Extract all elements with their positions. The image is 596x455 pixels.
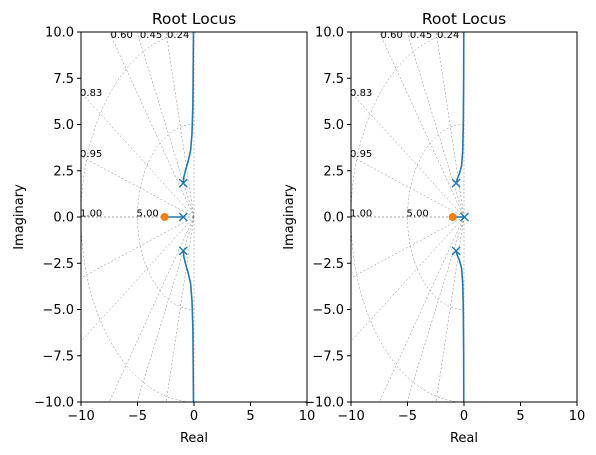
damping-line bbox=[165, 216, 195, 402]
y-tick-label: 7.5 bbox=[53, 72, 74, 87]
damping-label: 1.00 bbox=[350, 208, 372, 219]
locus-branch-1 bbox=[182, 32, 195, 184]
damping-label: 0.24 bbox=[167, 30, 189, 41]
y-axis-label: Imaginary bbox=[282, 184, 297, 250]
wn-label: 5.00 bbox=[407, 208, 429, 219]
y-tick-label: −7.5 bbox=[42, 349, 74, 364]
damping-label: 0.45 bbox=[410, 30, 432, 41]
damping-line bbox=[351, 216, 465, 342]
x-tick-label: 5 bbox=[516, 409, 524, 424]
x-tick-label: 5 bbox=[246, 409, 254, 424]
damping-line bbox=[435, 216, 465, 402]
y-tick-label: −5.0 bbox=[42, 303, 74, 318]
plot-area: 0.24 0.45 0.60 0.83 0.95 1.00 5.00 bbox=[350, 30, 470, 402]
damping-line bbox=[435, 32, 465, 218]
chart-title: Root Locus bbox=[152, 10, 236, 28]
locus-branch-1 bbox=[455, 32, 465, 184]
y-tick-label: −10.0 bbox=[34, 396, 74, 411]
x-tick-label: 0 bbox=[190, 409, 198, 424]
damping-label: 0.60 bbox=[111, 30, 133, 41]
y-tick-label: −5.0 bbox=[312, 303, 344, 318]
damping-label: 1.00 bbox=[80, 208, 102, 219]
damping-line bbox=[406, 216, 465, 402]
damping-line bbox=[81, 216, 195, 342]
y-tick-label: −10.0 bbox=[304, 396, 344, 411]
damping-label: 0.83 bbox=[350, 88, 372, 99]
y-tick-label: 0.0 bbox=[53, 211, 74, 226]
x-tick-label: −5 bbox=[128, 409, 147, 424]
x-tick-label: −10 bbox=[337, 409, 364, 424]
damping-line bbox=[351, 92, 465, 218]
damping-line bbox=[136, 32, 195, 218]
damping-line bbox=[351, 155, 465, 218]
y-tick-label: 5.0 bbox=[323, 118, 344, 133]
x-axis-label: Real bbox=[180, 431, 208, 446]
subplot-2: 0.240.450.600.830.951.00 5.00−10 −5 0 5 10−10… bbox=[282, 10, 586, 446]
wn-circle bbox=[407, 124, 465, 310]
y-tick-label: 5.0 bbox=[53, 118, 74, 133]
pole-marker bbox=[178, 246, 188, 256]
damping-line bbox=[81, 92, 195, 218]
x-axis-label: Real bbox=[450, 431, 478, 446]
damping-line bbox=[165, 32, 195, 218]
wn-circle bbox=[137, 124, 195, 310]
y-tick-label: 2.5 bbox=[323, 164, 344, 179]
damping-line bbox=[81, 216, 195, 279]
plot-area: 0.24 0.45 0.60 0.83 0.95 1.00 5.00 bbox=[80, 30, 195, 402]
damping-line bbox=[81, 155, 195, 218]
zero-marker bbox=[160, 213, 169, 221]
y-tick-label: −7.5 bbox=[312, 349, 344, 364]
x-tick-label: 10 bbox=[569, 409, 586, 424]
damping-label: 0.83 bbox=[80, 88, 102, 99]
wn-label: 5.00 bbox=[137, 208, 159, 219]
y-tick-label: −2.5 bbox=[312, 257, 344, 272]
y-axis-label: Imaginary bbox=[12, 184, 27, 250]
pole-marker bbox=[460, 212, 470, 222]
pole-marker bbox=[178, 178, 188, 188]
x-tick-label: 0 bbox=[460, 409, 468, 424]
damping-line bbox=[136, 216, 195, 402]
x-tick-label: −5 bbox=[398, 409, 417, 424]
zero-marker bbox=[448, 213, 457, 221]
damping-label: 0.24 bbox=[437, 30, 459, 41]
y-tick-label: 10.0 bbox=[45, 26, 74, 41]
locus-branch-2 bbox=[182, 250, 195, 402]
pole-marker bbox=[178, 212, 188, 222]
sgrid: 0.24 0.45 0.60 0.83 0.95 1.00 5.00 bbox=[80, 30, 195, 402]
wn-circle bbox=[351, 32, 465, 402]
x-tick-label: 10 bbox=[299, 409, 316, 424]
locus-branch-2 bbox=[455, 250, 465, 402]
wn-circle bbox=[81, 32, 195, 402]
damping-line bbox=[351, 216, 465, 279]
pole-marker bbox=[451, 246, 461, 256]
y-tick-label: 2.5 bbox=[53, 164, 74, 179]
damping-label: 0.95 bbox=[350, 149, 372, 160]
damping-label: 0.45 bbox=[140, 30, 162, 41]
y-tick-label: 7.5 bbox=[323, 72, 344, 87]
damping-label: 0.60 bbox=[381, 30, 403, 41]
pole-marker bbox=[451, 178, 461, 188]
sgrid: 0.24 0.45 0.60 0.83 0.95 1.00 5.00 bbox=[350, 30, 465, 402]
y-tick-label: −2.5 bbox=[42, 257, 74, 272]
x-tick-label: −10 bbox=[67, 409, 94, 424]
y-tick-label: 0.0 bbox=[323, 211, 344, 226]
chart-title: Root Locus bbox=[422, 10, 506, 28]
damping-line bbox=[406, 32, 465, 218]
subplot-1: 0.24 0.45 0.60 0.83 0.95 1.00 5.00 −10 −5 0 5 10 −10… bbox=[12, 10, 316, 446]
y-tick-label: 10.0 bbox=[315, 26, 344, 41]
damping-label: 0.95 bbox=[80, 149, 102, 160]
